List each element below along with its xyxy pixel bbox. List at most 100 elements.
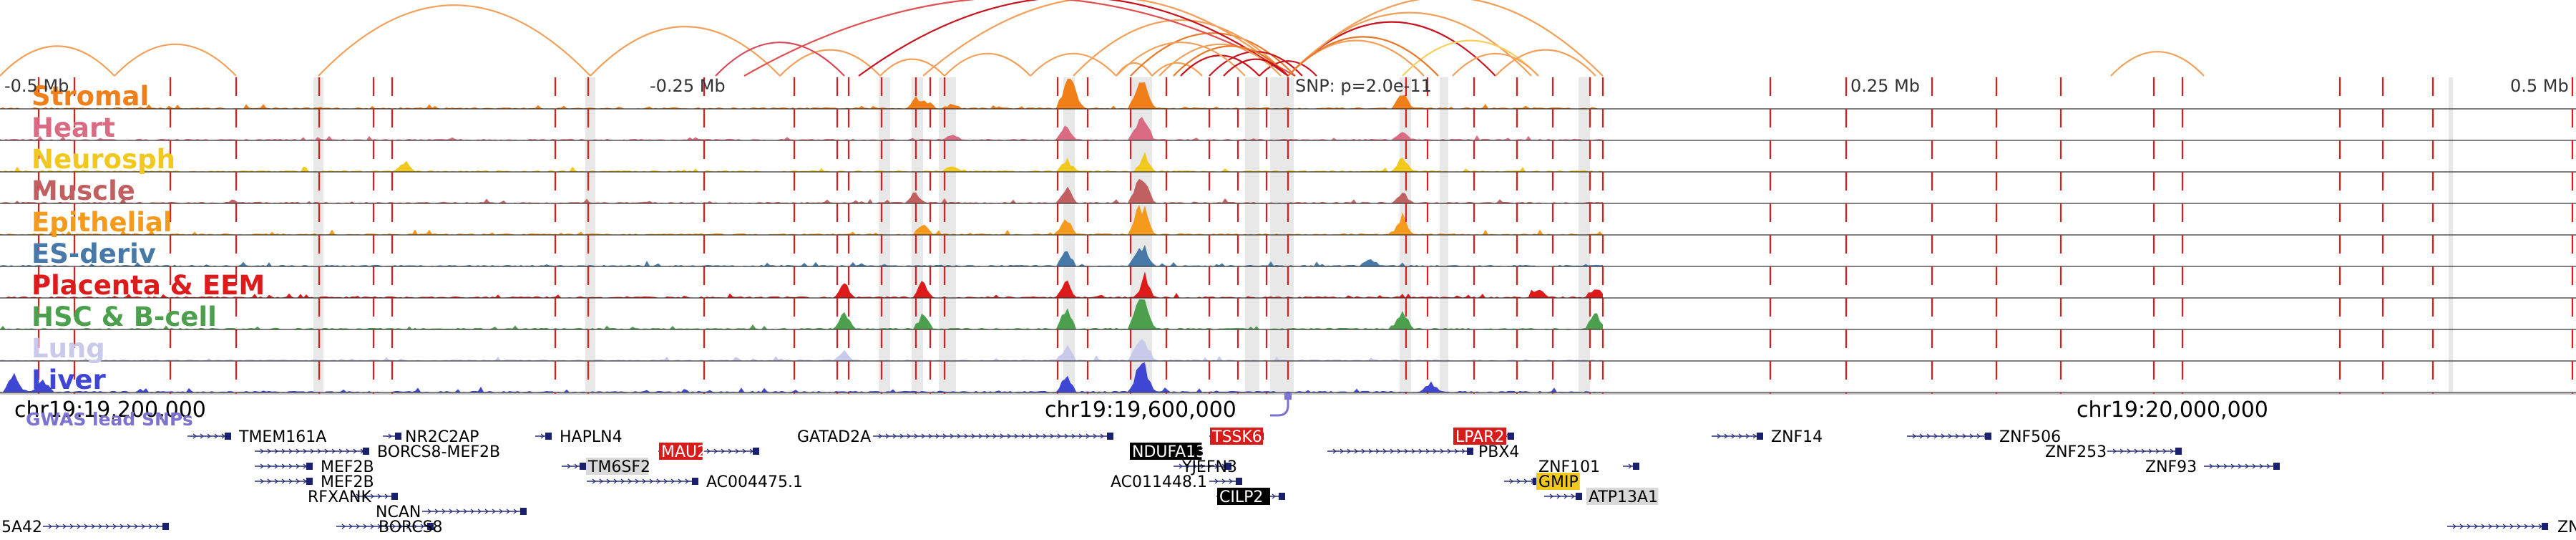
- strand-arrow: [1100, 433, 1104, 439]
- strand-arrow: [427, 508, 431, 514]
- strand-arrow: [2252, 463, 2256, 469]
- strand-arrow: [288, 448, 293, 454]
- strand-arrow: [2148, 448, 2152, 454]
- gene-track: NCAN: [376, 503, 527, 521]
- gene-exon: [1107, 433, 1113, 440]
- gene-track: 5A42: [1, 519, 169, 536]
- strand-arrow: [456, 508, 460, 514]
- gene-label: ZNF506: [1999, 428, 2061, 446]
- gene-label: TSSK6: [1211, 428, 1262, 446]
- strand-arrow: [663, 478, 668, 484]
- strand-arrow: [192, 433, 197, 439]
- scale-label-3: 0.25 Mb: [1850, 76, 1920, 96]
- track-label: Stromal: [31, 81, 149, 112]
- gene-highlight: [1453, 428, 1506, 445]
- gene-highlight: [586, 458, 649, 475]
- strand-arrow: [2488, 524, 2492, 529]
- strand-arrow: [1368, 448, 1372, 454]
- strand-arrow: [670, 478, 675, 484]
- gene-label: ZNF253: [2045, 443, 2107, 461]
- track-signal: [0, 151, 1603, 172]
- strand-arrow: [907, 433, 911, 439]
- interaction-arc: [858, 0, 1289, 77]
- scale-label-4: 0.5 Mb: [2510, 76, 2569, 96]
- strand-arrow: [2452, 524, 2457, 529]
- interaction-arc: [779, 49, 881, 77]
- strand-arrow: [1078, 433, 1083, 439]
- gene-track: YJEFN3: [1174, 458, 1237, 476]
- strand-arrow: [1523, 478, 1528, 484]
- strand-arrow: [513, 508, 517, 514]
- gene-exon: [1633, 463, 1639, 470]
- strand-arrow: [356, 524, 360, 529]
- strand-arrow: [200, 433, 204, 439]
- strand-arrow: [721, 448, 725, 454]
- interaction-arc: [743, 0, 1296, 77]
- strand-arrow: [1926, 433, 1931, 439]
- gene-label: AC004475.1: [706, 473, 803, 491]
- strand-arrow: [1347, 448, 1351, 454]
- strand-arrow: [477, 508, 482, 514]
- strand-arrow: [267, 448, 271, 454]
- track-label: Muscle: [31, 175, 135, 206]
- gene-exon: [162, 523, 169, 530]
- interaction-arc: [318, 4, 591, 77]
- strand-arrow: [377, 493, 381, 499]
- strand-arrow: [98, 524, 102, 529]
- strand-arrow: [2170, 448, 2174, 454]
- scale-label-2: -0.25 Mb: [650, 76, 726, 96]
- interaction-arc: [1151, 62, 1203, 77]
- strand-arrow: [1941, 433, 1945, 439]
- interaction-arc: [1287, 36, 1439, 77]
- strand-arrow: [1085, 433, 1090, 439]
- gene-label: TM6SF2: [587, 458, 650, 476]
- gene-exon: [2542, 523, 2548, 530]
- strand-arrow: [281, 463, 286, 469]
- track-label: Placenta & EEM: [31, 270, 265, 301]
- interaction-arc: [879, 58, 945, 77]
- gene-label: BORCS8: [379, 519, 443, 536]
- strand-arrow: [2531, 524, 2535, 529]
- strand-arrow: [1064, 433, 1068, 439]
- strand-arrow: [317, 448, 321, 454]
- strand-arrow: [370, 524, 374, 529]
- scale-labels: -0.5 Mb -0.25 Mb SNP: p=2.0e-11 0.25 Mb …: [4, 76, 2569, 96]
- strand-arrow: [112, 524, 117, 529]
- gene-track: ZNF93: [2145, 458, 2280, 476]
- strand-arrow: [985, 433, 990, 439]
- gene-track: GMIP: [1504, 473, 1580, 491]
- strand-arrow: [1556, 493, 1561, 499]
- strand-arrow: [214, 433, 218, 439]
- strand-arrow: [728, 448, 732, 454]
- gene-track: ZNF253: [2045, 443, 2182, 461]
- strand-arrow: [2259, 463, 2263, 469]
- coordinate-axis: chr19:19,200,000 chr19:19,600,000 chr19:…: [0, 392, 2576, 430]
- strand-arrow: [1912, 433, 1916, 439]
- strand-arrow: [892, 433, 897, 439]
- strand-arrow: [1382, 448, 1387, 454]
- strand-arrow: [2266, 463, 2270, 469]
- snp-pvalue: SNP: p=2.0e-11: [1295, 76, 1432, 96]
- gene-exon: [520, 508, 527, 515]
- strand-arrow: [1571, 493, 1575, 499]
- interaction-arc: [1073, 19, 1289, 77]
- gene-track: AC004475.1: [587, 473, 803, 491]
- strand-arrow: [706, 448, 711, 454]
- gene-track: ATP13A1: [1544, 488, 1659, 506]
- strand-arrow: [484, 508, 489, 514]
- gene-exon: [391, 493, 398, 500]
- strand-arrow: [288, 478, 293, 484]
- strand-arrow: [613, 478, 618, 484]
- strand-arrow: [363, 493, 367, 499]
- strand-arrow: [2216, 463, 2220, 469]
- strand-arrow: [84, 524, 88, 529]
- track-signal: [0, 339, 1603, 361]
- interaction-arcs: [0, 0, 2205, 77]
- strand-arrow: [1962, 433, 1966, 439]
- strand-arrow: [105, 524, 109, 529]
- strand-arrow: [1955, 433, 1959, 439]
- strand-arrow: [1390, 448, 1394, 454]
- strand-arrow: [1717, 433, 1721, 439]
- gene-label: PBX4: [1478, 443, 1519, 461]
